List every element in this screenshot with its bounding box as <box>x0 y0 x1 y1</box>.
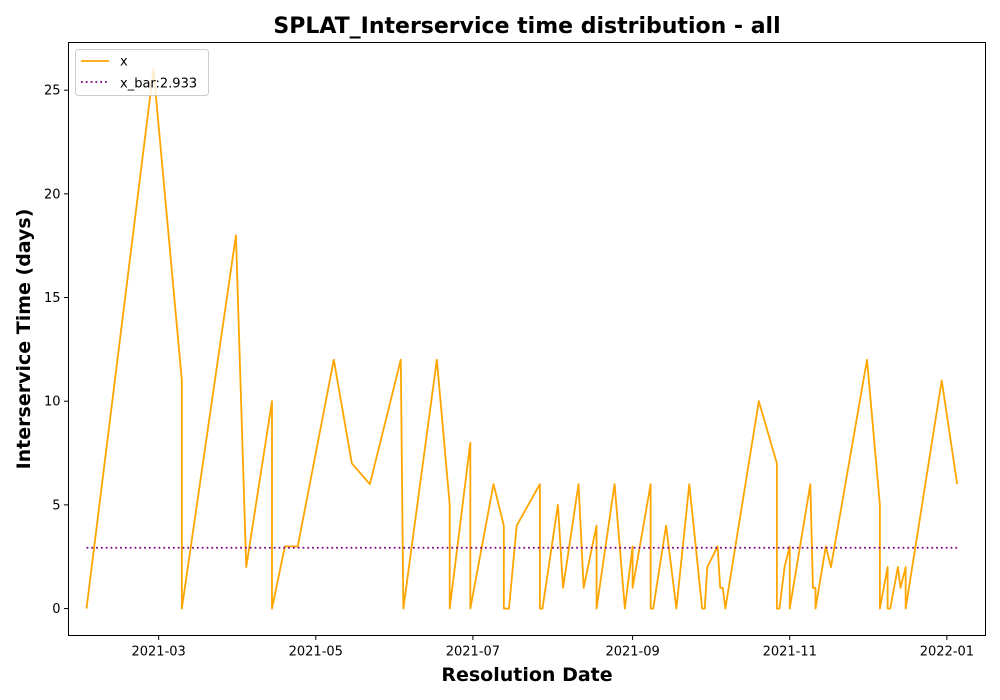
plot-lines <box>85 68 959 610</box>
legend-label-x: x <box>120 55 128 70</box>
x-axis-ticks: 2021-03 2021-05 2021-07 2021-09 2021-11 2022-… <box>131 635 974 660</box>
y-tick-label: 10 <box>44 395 61 410</box>
x-tick-label: 2021-03 <box>131 645 185 660</box>
plot-frame <box>68 42 986 636</box>
x-tick-label: 2021-09 <box>605 645 659 660</box>
y-axis-label: Interservice Time (days) <box>13 209 35 470</box>
x-tick-label: 2021-07 <box>446 645 500 660</box>
y-tick-label: 0 <box>52 602 60 617</box>
y-axis-ticks: 0 5 10 15 20 25 <box>44 84 69 617</box>
y-tick-label: 20 <box>44 187 61 202</box>
x-axis-label: Resolution Date <box>441 664 612 686</box>
x-tick-label: 2021-05 <box>289 645 343 660</box>
x-tick-label: 2021-11 <box>763 645 817 660</box>
y-tick-label: 15 <box>44 291 61 306</box>
series-line-x <box>85 68 959 610</box>
x-tick-label: 2022-01 <box>920 645 974 660</box>
legend-label-x-bar: x_bar:2.933 <box>120 77 197 92</box>
legend: x x_bar:2.933 <box>75 49 209 96</box>
y-tick-label: 25 <box>44 84 61 99</box>
y-tick-label: 5 <box>52 498 60 513</box>
chart-title: SPLAT_Interservice time distribution - a… <box>273 14 780 39</box>
